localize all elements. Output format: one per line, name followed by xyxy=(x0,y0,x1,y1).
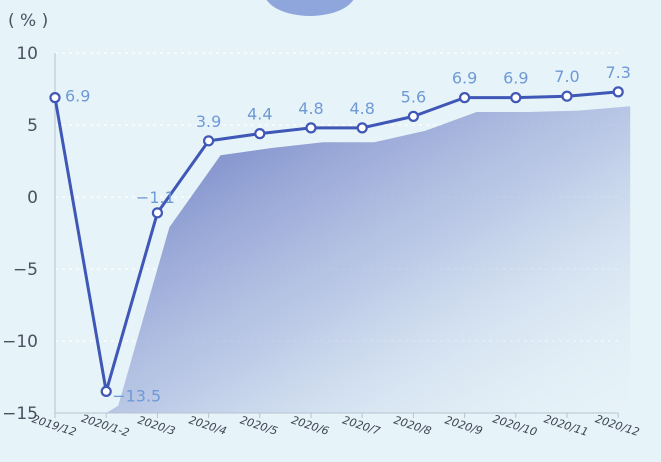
x-tick-label: 2020/5 xyxy=(238,414,279,438)
x-tick-label: 2020/7 xyxy=(341,414,382,438)
x-tick-label: 2020/8 xyxy=(392,414,433,438)
y-tick-label: 0 xyxy=(27,188,38,208)
x-tick-label: 2020/9 xyxy=(443,414,484,438)
y-tick-labels: 10 5 0 −5 −10 −15 xyxy=(2,44,38,424)
data-label: −1.1 xyxy=(136,188,175,207)
data-point xyxy=(151,207,163,219)
y-tick-label: −5 xyxy=(13,260,38,280)
data-points: 6.9 −13.5 −1.1 3.9 4.4 4.8 4.8 5.6 6.9 6.9 7.0 7.3 xyxy=(49,63,631,405)
x-tick-label: 2020/3 xyxy=(136,414,177,438)
data-point xyxy=(100,385,112,397)
data-point xyxy=(203,135,215,147)
data-label: 6.9 xyxy=(65,87,90,106)
x-tick-label: 2020/6 xyxy=(290,414,331,438)
data-label: 6.9 xyxy=(452,69,477,88)
data-point xyxy=(356,122,368,134)
data-label: 7.3 xyxy=(605,63,630,82)
data-point xyxy=(561,90,573,102)
data-point xyxy=(510,92,522,104)
x-tick-label: 2020/12 xyxy=(594,412,641,438)
axes xyxy=(54,53,619,418)
data-label: 4.8 xyxy=(298,99,323,118)
data-label: 7.0 xyxy=(554,67,579,86)
data-point xyxy=(459,92,471,104)
y-tick-label: 5 xyxy=(27,116,38,136)
x-tick-labels: 2019/12 2020/1-2 2020/3 2020/4 2020/5 2020/6 2… xyxy=(30,412,641,440)
data-point xyxy=(407,110,419,122)
x-tick-label: 2019/12 xyxy=(30,412,77,438)
data-label: 5.6 xyxy=(401,87,426,106)
data-label: −13.5 xyxy=(112,386,161,405)
data-point xyxy=(254,128,266,140)
x-tick-label: 2020/11 xyxy=(542,412,589,438)
data-point xyxy=(612,86,624,98)
data-label: 6.9 xyxy=(503,69,528,88)
data-label: 4.8 xyxy=(349,99,374,118)
series-line xyxy=(53,90,619,393)
data-label: 3.9 xyxy=(196,112,221,131)
unit-label: ( % ) xyxy=(8,11,48,31)
y-tick-label: 10 xyxy=(16,44,38,64)
x-tick-label: 2020/4 xyxy=(187,414,228,438)
header-badge xyxy=(266,0,354,16)
data-point xyxy=(49,92,61,104)
area-fill xyxy=(106,106,631,413)
y-tick-label: −15 xyxy=(2,404,38,424)
x-tick-label: 2020/1-2 xyxy=(80,412,131,440)
y-tick-label: −10 xyxy=(2,332,38,352)
data-point xyxy=(305,122,317,134)
data-label: 4.4 xyxy=(247,105,272,124)
x-tick-label: 2020/10 xyxy=(491,412,538,438)
